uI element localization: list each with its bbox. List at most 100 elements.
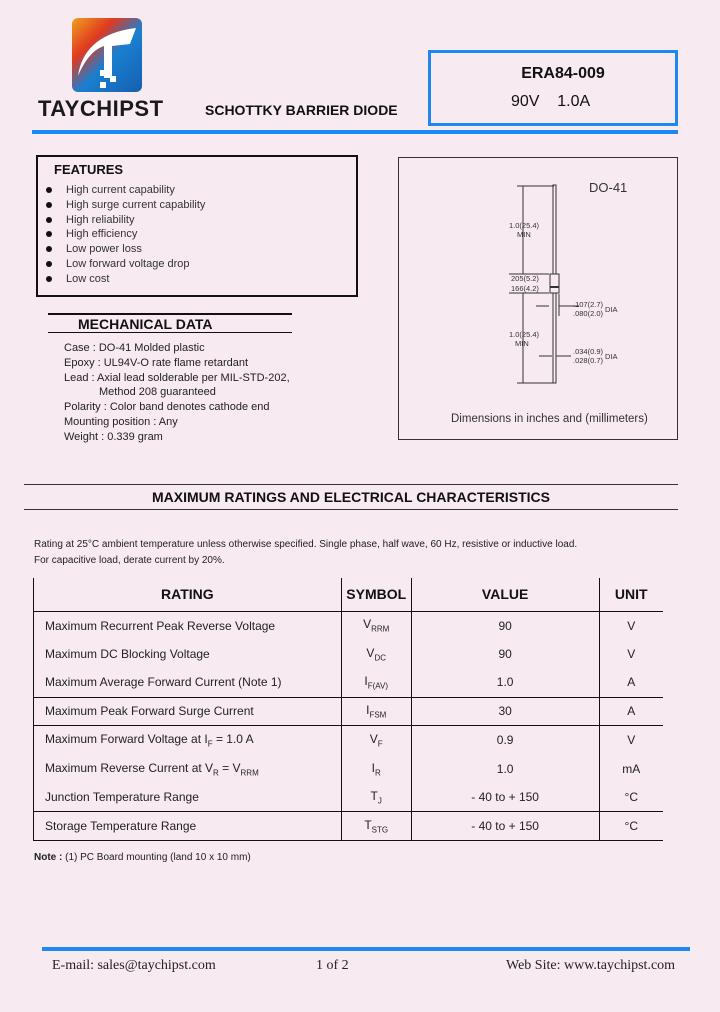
header-value: VALUE: [410, 578, 600, 612]
bullet-icon: [46, 246, 52, 253]
feature-item: High efficiency: [46, 227, 205, 242]
logo-icon: [72, 18, 142, 92]
rating-conditions: Rating at 25°C ambient temperature unles…: [34, 537, 577, 568]
symbol-cell: TSTG: [340, 811, 412, 841]
body-dia-max: .107(2.7): [573, 300, 604, 309]
feature-item: High surge current capability: [46, 198, 205, 213]
header-rating: RATING: [33, 578, 342, 612]
mechanical-line: Mounting position : Any: [64, 415, 178, 428]
symbol-cell: VRRM: [340, 611, 412, 640]
part-box: ERA84-009 90V 1.0A: [428, 50, 678, 126]
features-list: High current capability High surge curren…: [46, 183, 205, 287]
lead-top-min: MIN: [517, 230, 531, 239]
footer-divider: [42, 947, 690, 951]
body-len-min: 166(4.2): [511, 284, 539, 293]
rating-cell: Maximum DC Blocking Voltage: [33, 639, 342, 669]
bullet-icon: [46, 261, 52, 268]
package-label: DO-41: [589, 180, 627, 195]
features-box: FEATURES High current capability High sur…: [36, 155, 358, 297]
value-cell: 30: [410, 697, 600, 727]
body-dia-label: DIA: [605, 305, 618, 314]
value-cell: 90: [410, 611, 600, 640]
feature-item: Low power loss: [46, 242, 205, 257]
bullet-icon: [46, 201, 52, 208]
unit-cell: °C: [598, 811, 663, 841]
features-title: FEATURES: [54, 162, 124, 177]
part-rating: 90V 1.0A: [511, 93, 591, 110]
table-row: Maximum Peak Forward Surge Current IFSM 30…: [33, 697, 663, 727]
rating-cell: Maximum Average Forward Current (Note 1): [33, 668, 342, 698]
mechanical-title: MECHANICAL DATA: [48, 313, 292, 333]
value-cell: 1.0: [410, 668, 600, 698]
unit-cell: mA: [598, 754, 663, 784]
rating-cell: Maximum Reverse Current at VR = VRRM: [33, 754, 342, 784]
value-cell: 0.9: [410, 725, 600, 755]
rating-cell: Maximum Peak Forward Surge Current: [33, 697, 342, 727]
body-len-max: 205(5.2): [511, 274, 539, 283]
part-number: ERA84-009: [521, 65, 605, 82]
header-unit: UNIT: [598, 578, 663, 612]
mechanical-line: Epoxy : UL94V-O rate flame retardant: [64, 356, 249, 369]
symbol-cell: VDC: [340, 639, 412, 669]
table-row: Maximum Recurrent Peak Reverse Voltage VR…: [33, 611, 663, 640]
unit-cell: V: [598, 725, 663, 755]
feature-item: Low cost: [46, 272, 205, 287]
section-title: MAXIMUM RATINGS AND ELECTRICAL CHARACTER…: [24, 484, 678, 510]
table-note: Note : (1) PC Board mounting (land 10 x …: [34, 852, 251, 863]
mechanical-line: Polarity : Color band denotes cathode en…: [64, 401, 270, 414]
unit-cell: V: [598, 639, 663, 669]
dimension-diagram: DO-41 1.0(25.4) MIN 205(5.2) 166(4.2) .1…: [398, 157, 678, 440]
feature-item: Low forward voltage drop: [46, 257, 205, 272]
unit-cell: A: [598, 697, 663, 727]
mechanical-line: Lead : Axial lead solderable per MIL-STD…: [64, 371, 290, 384]
lead-top-dim: 1.0(25.4): [509, 221, 540, 230]
table-row: Maximum DC Blocking Voltage VDC 90 V: [33, 639, 663, 669]
mechanical-line: Case : DO-41 Molded plastic: [64, 342, 205, 354]
lead-bottom-min: MIN: [515, 339, 529, 348]
symbol-cell: VF: [340, 725, 412, 755]
symbol-cell: IF(AV): [340, 668, 412, 698]
symbol-cell: IFSM: [340, 697, 412, 727]
rating-cell: Junction Temperature Range: [33, 783, 342, 813]
lead-dia-min: .028(0.7): [573, 356, 604, 365]
feature-text: Low power loss: [66, 243, 142, 256]
rating-cell: Maximum Forward Voltage at IF = 1.0 A: [33, 725, 342, 755]
feature-text: Low forward voltage drop: [66, 257, 190, 270]
unit-cell: °C: [598, 783, 663, 813]
lead-bottom-dim: 1.0(25.4): [509, 330, 540, 339]
feature-item: High reliability: [46, 213, 205, 228]
table-row: Junction Temperature Range TJ - 40 to + 15…: [33, 783, 663, 813]
header-symbol: SYMBOL: [340, 578, 412, 612]
body-dia-min: .080(2.0): [573, 309, 604, 318]
value-cell: - 40 to + 150: [410, 811, 600, 841]
condition-line: For capacitive load, derate current by 2…: [34, 554, 225, 566]
bullet-icon: [46, 216, 52, 223]
bullet-icon: [46, 187, 52, 194]
header-divider: [32, 130, 678, 134]
unit-cell: V: [598, 611, 663, 640]
value-cell: 90: [410, 639, 600, 669]
symbol-cell: TJ: [340, 783, 412, 813]
lead-dia-max: .034(0.9): [573, 347, 604, 356]
feature-text: Low cost: [66, 272, 110, 285]
value-cell: 1.0: [410, 754, 600, 784]
unit-cell: A: [598, 668, 663, 698]
feature-text: High efficiency: [66, 228, 138, 241]
bullet-icon: [46, 231, 52, 238]
product-type: SCHOTTKY BARRIER DIODE: [205, 102, 398, 118]
footer-website[interactable]: Web Site: www.taychipst.com: [506, 958, 676, 973]
page-number: 1 of 2: [316, 958, 349, 973]
condition-line: Rating at 25°C ambient temperature unles…: [34, 539, 578, 550]
feature-text: High current capability: [66, 184, 175, 196]
table-row: Maximum Forward Voltage at IF = 1.0 A VF 0…: [33, 725, 663, 755]
feature-text: High reliability: [66, 213, 135, 226]
rating-cell: Storage Temperature Range: [33, 811, 342, 841]
footer-email[interactable]: E-mail: sales@taychipst.com: [52, 958, 216, 973]
symbol-cell: IR: [340, 754, 412, 784]
lead-dia-label: DIA: [605, 352, 618, 361]
mechanical-line: Weight : 0.339 gram: [64, 430, 163, 443]
value-cell: - 40 to + 150: [410, 783, 600, 813]
note-text: (1) PC Board mounting (land 10 x 10 mm): [62, 852, 251, 863]
mechanical-data: Case : DO-41 Molded plastic Epoxy : UL94V…: [64, 341, 290, 445]
diagram-caption: Dimensions in inches and (millimeters): [451, 413, 648, 425]
